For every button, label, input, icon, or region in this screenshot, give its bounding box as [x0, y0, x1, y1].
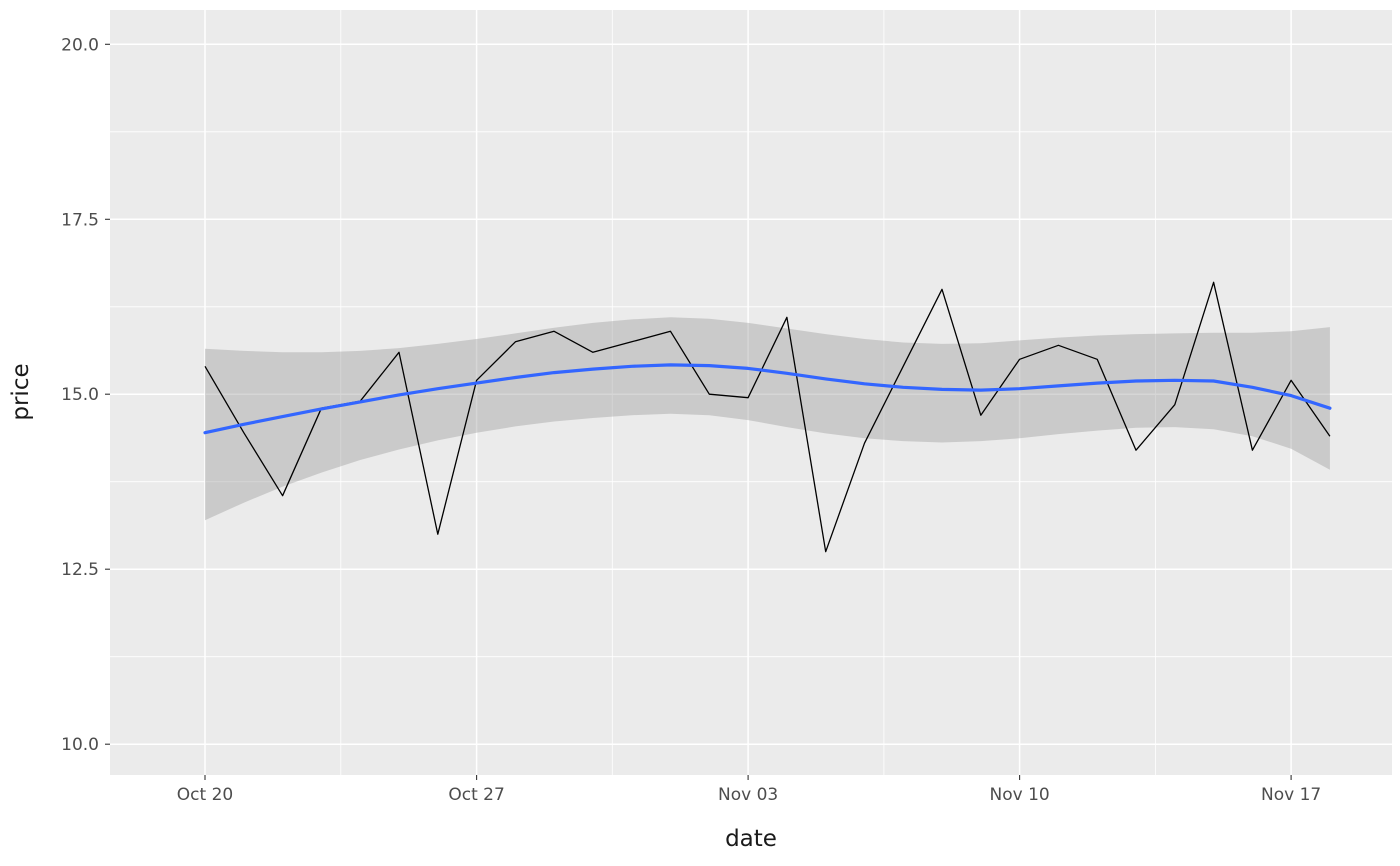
price-line: [204, 281, 1331, 553]
plot-layer: Oct 20 Oct 27 Nov 03 Nov 10 Nov 17 10.0 12.5 15…: [61, 10, 1392, 805]
y-tick-label: 12.5: [61, 560, 99, 580]
x-tick-label: Nov 17: [1261, 785, 1321, 805]
y-tick-label: 15.0: [61, 385, 99, 405]
confidence-ribbon: [205, 317, 1330, 521]
x-tick-label: Oct 20: [177, 785, 233, 805]
y-tick-label: 17.5: [61, 210, 99, 230]
smooth-line: [203, 363, 1332, 435]
y-tick-label: 10.0: [61, 735, 99, 755]
y-axis-title: price: [8, 363, 34, 420]
x-tick-label: Oct 27: [448, 785, 504, 805]
x-tick-label: Nov 03: [718, 785, 778, 805]
x-tick-label: Nov 10: [989, 785, 1049, 805]
x-axis-title: date: [725, 826, 777, 852]
y-tick-label: 20.0: [61, 35, 99, 55]
